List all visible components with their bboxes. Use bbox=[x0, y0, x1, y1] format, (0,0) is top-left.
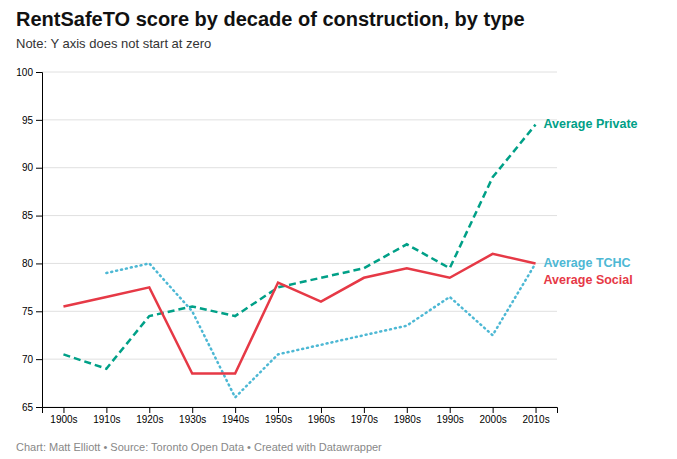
series-label: Average TCHC bbox=[544, 256, 631, 270]
x-tick-mark bbox=[106, 407, 107, 413]
y-tick-mark bbox=[36, 120, 42, 121]
x-tick-mark bbox=[278, 407, 279, 413]
x-tick: 1960s bbox=[308, 407, 335, 425]
grid bbox=[42, 72, 557, 407]
x-tick-mark bbox=[192, 407, 193, 413]
x-tick-label: 2000s bbox=[480, 414, 507, 425]
y-tick: 75 bbox=[22, 306, 42, 317]
y-tick-mark bbox=[36, 359, 42, 360]
x-tick: 1990s bbox=[437, 407, 464, 425]
grid-line bbox=[42, 119, 557, 120]
x-tick-mark bbox=[235, 407, 236, 413]
x-tick-mark bbox=[407, 407, 408, 413]
series-label: Average Private bbox=[544, 117, 638, 131]
y-tick-mark bbox=[36, 72, 42, 73]
y-tick: 80 bbox=[22, 258, 42, 269]
y-tick-label: 75 bbox=[22, 306, 34, 317]
title: RentSafeTO score by decade of constructi… bbox=[16, 8, 525, 30]
x-tick-label: 1930s bbox=[179, 414, 206, 425]
y-tick-label: 80 bbox=[22, 258, 34, 269]
series-label: Average Social bbox=[544, 273, 633, 287]
y-tick-mark bbox=[36, 407, 42, 408]
x-tick: 1950s bbox=[265, 407, 292, 425]
y-tick: 65 bbox=[22, 402, 42, 413]
x-tick-mark bbox=[364, 407, 365, 413]
y-tick-mark bbox=[36, 216, 42, 217]
x-tick-label: 1990s bbox=[437, 414, 464, 425]
y-tick: 100 bbox=[16, 67, 42, 78]
chart: RentSafeTO score by decade of constructi… bbox=[0, 0, 677, 459]
x-tick-label: 1960s bbox=[308, 414, 335, 425]
x-axis-line bbox=[43, 408, 558, 414]
x-tick-label: 1970s bbox=[351, 414, 378, 425]
x-tick-mark bbox=[493, 407, 494, 413]
y-tick: 95 bbox=[22, 115, 42, 126]
x-tick-mark bbox=[149, 407, 150, 413]
x-tick-label: 1950s bbox=[265, 414, 292, 425]
x-tick: 2000s bbox=[480, 407, 507, 425]
grid-line bbox=[42, 72, 557, 73]
y-tick-label: 85 bbox=[22, 210, 34, 221]
x-tick: 1940s bbox=[222, 407, 249, 425]
plot: 65 70 75 80 85 90 95 100 1900s 1910s 1920s 1930s 194… bbox=[16, 67, 637, 425]
lines bbox=[63, 125, 535, 398]
x-tick-label: 2010s bbox=[522, 414, 549, 425]
x-tick: 2010s bbox=[522, 407, 549, 425]
series-line bbox=[63, 125, 535, 369]
y-tick: 90 bbox=[22, 162, 42, 173]
series-line bbox=[63, 254, 535, 374]
x-tick-mark bbox=[63, 407, 64, 413]
y-tick-mark bbox=[36, 168, 42, 169]
grid-line bbox=[42, 359, 557, 360]
x-tick-label: 1910s bbox=[93, 414, 120, 425]
x-tick: 1900s bbox=[50, 407, 77, 425]
x-axis: 1900s 1910s 1920s 1930s 1940s 1950s 1960s 1970s… bbox=[43, 407, 558, 425]
x-tick-label: 1940s bbox=[222, 414, 249, 425]
x-tick-label: 1920s bbox=[136, 414, 163, 425]
x-tick-mark bbox=[450, 407, 451, 413]
grid-line bbox=[42, 215, 557, 216]
y-tick-label: 90 bbox=[22, 162, 34, 173]
x-tick: 1980s bbox=[394, 407, 421, 425]
y-tick-label: 65 bbox=[22, 402, 34, 413]
x-tick: 1930s bbox=[179, 407, 206, 425]
x-tick-mark bbox=[536, 407, 537, 413]
subtitle: Note: Y axis does not start at zero bbox=[16, 36, 211, 51]
grid-line bbox=[42, 263, 557, 264]
grid-line bbox=[42, 167, 557, 168]
x-tick-mark bbox=[321, 407, 322, 413]
y-tick-mark bbox=[36, 263, 42, 264]
x-tick: 1970s bbox=[351, 407, 378, 425]
grid-line bbox=[42, 311, 557, 312]
x-tick: 1910s bbox=[93, 407, 120, 425]
x-tick-label: 1900s bbox=[50, 414, 77, 425]
series-labels: Average Private Average TCHC Average Socia… bbox=[544, 117, 638, 287]
caption: Chart: Matt Elliott • Source: Toronto Op… bbox=[16, 441, 382, 453]
y-axis: 65 70 75 80 85 90 95 100 bbox=[16, 67, 42, 413]
y-tick-label: 70 bbox=[22, 354, 34, 365]
y-tick-label: 95 bbox=[22, 115, 34, 126]
y-tick: 70 bbox=[22, 354, 42, 365]
y-tick-label: 100 bbox=[16, 67, 33, 78]
y-axis-line bbox=[36, 73, 43, 408]
x-tick-label: 1980s bbox=[394, 414, 421, 425]
x-tick: 1920s bbox=[136, 407, 163, 425]
y-tick-mark bbox=[36, 311, 42, 312]
y-tick: 85 bbox=[22, 210, 42, 221]
